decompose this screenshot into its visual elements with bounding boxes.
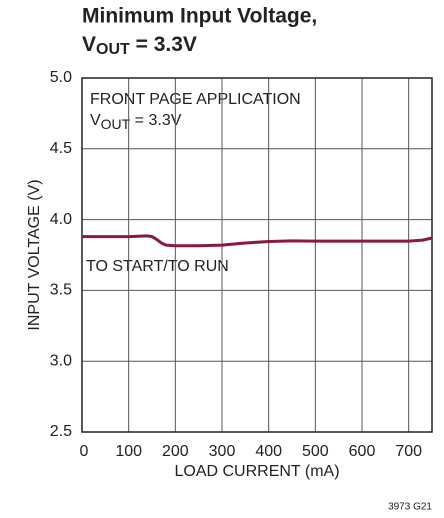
annotation-sub: OUT [101,116,131,132]
footnote: 3973 G21 [388,502,432,513]
title-part: V [82,33,96,56]
y-axis-label: INPUT VOLTAGE (V) [26,179,43,330]
y-tick-label: 4.5 [50,140,72,157]
x-tick-label: 400 [255,443,282,460]
x-tick-label: 500 [302,443,329,460]
title-sub: OUT [96,41,130,58]
chart-title: Minimum Input Voltage, [82,5,317,28]
x-tick-label: 100 [115,443,142,460]
y-tick-label: 2.5 [50,423,72,440]
x-tick-label: 200 [162,443,189,460]
line [82,234,433,248]
x-tick-label: 700 [395,443,422,460]
y-tick-label: 5.0 [50,69,72,86]
annotation: FRONT PAGE APPLICATION [90,91,301,108]
y-tick-label: 4.0 [50,211,72,228]
curve-label: TO START/TO RUN [86,258,229,275]
annotation-part: V [90,112,101,129]
chart-title-line2: VOUT = 3.3V [82,33,197,59]
x-axis-label: LOAD CURRENT (mA) [174,463,339,480]
y-tick-label: 3.5 [50,282,72,299]
annotation-line2: VOUT = 3.3V [90,112,182,131]
x-tick-label: 300 [209,443,236,460]
annotation-part: = 3.3V [130,112,181,129]
x-tick-label: 0 [80,443,89,460]
x-tick-label: 600 [349,443,376,460]
plot-frame [81,77,433,433]
y-tick-label: 3.0 [50,352,72,369]
title-part: = 3.3V [130,33,197,56]
